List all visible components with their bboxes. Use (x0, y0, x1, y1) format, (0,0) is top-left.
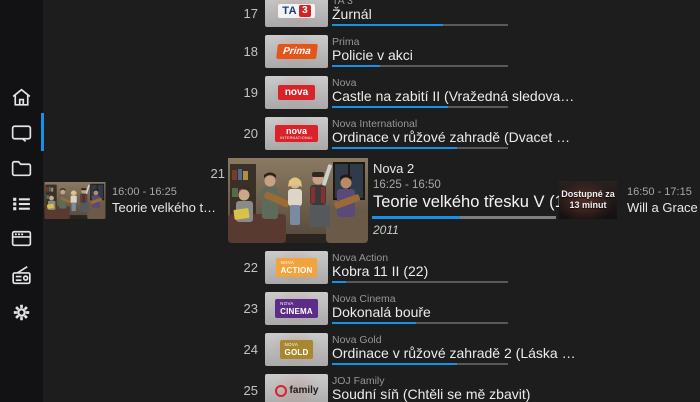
ta3-logo: TA 3 (278, 3, 315, 18)
program-title: Soudní síň (Chtěli se mě zbavit) (332, 386, 531, 402)
program-title: Kobra 11 II (22) (332, 263, 429, 279)
tv-icon (9, 120, 34, 145)
channel-row[interactable]: 17 TA 3 TA 3 Žurnál (0, 0, 700, 32)
settings-gear-icon (9, 300, 34, 325)
program-title: Dokonalá bouře (332, 304, 431, 320)
channel-number: 21 (210, 166, 225, 181)
availability-badge-line1: Dostupné za (561, 189, 615, 199)
channel-logo-thumbnail: Prima (265, 35, 328, 68)
nova-international-logo: nova INTERNATIONAL (275, 124, 318, 143)
focused-program-title: Teorie velkého třesku V (11) (373, 193, 578, 211)
previous-program-title: Teorie velkého t… (112, 200, 217, 215)
channel-row[interactable]: 25 family JOJ Family Soudní síň (Chtěli … (0, 371, 700, 402)
channel-name: Nova (332, 77, 357, 89)
progress-bar (332, 147, 508, 149)
sidebar-item-tv[interactable] (9, 120, 34, 145)
channel-name: Nova Cinema (332, 293, 396, 305)
program-title: Policie v akci (332, 47, 413, 63)
next-program-time: 16:50 - 17:15 (627, 186, 692, 198)
channel-name: JOJ Family (332, 375, 385, 387)
joj-circle-icon (274, 384, 287, 397)
sidebar-item-playlist[interactable] (9, 191, 34, 216)
availability-badge-line2: 13 minut (569, 200, 607, 210)
channel-row[interactable]: 18 Prima Prima Policie v akci (0, 32, 700, 73)
focused-progress-bar (372, 216, 556, 219)
program-title: Castle na zabití II (Vražedná sledova… (332, 88, 575, 104)
channel-name: Nova International (332, 118, 418, 130)
channel-row[interactable]: 23 NOVA CINEMA Nova Cinema Dokonalá bouře (0, 289, 700, 330)
sidebar (0, 0, 44, 402)
focused-program-year: 2011 (373, 223, 399, 237)
channel-name: TA 3 (332, 0, 353, 7)
channel-row[interactable]: 19 nova Nova Castle na zabití II (Vražed… (0, 73, 700, 114)
sidebar-item-vod[interactable] (9, 226, 34, 251)
progress-bar (332, 24, 508, 26)
channel-number: 20 (243, 126, 258, 141)
channel-number: 24 (243, 342, 258, 357)
next-program-thumbnail[interactable]: Dostupné za 13 minut (559, 181, 617, 219)
channel-logo-thumbnail: TA 3 (265, 0, 328, 27)
focused-channel-name: Nova 2 (373, 161, 415, 176)
folder-icon (9, 156, 34, 181)
previous-program-thumbnail[interactable] (44, 182, 106, 219)
focused-program-time: 16:25 - 16:50 (373, 179, 441, 191)
channel-name: Nova Gold (332, 334, 382, 346)
channel-row[interactable]: 20 nova INTERNATIONAL Nova International … (0, 114, 700, 155)
channel-number: 18 (243, 44, 258, 59)
prima-logo: Prima (275, 44, 318, 59)
channel-name: Prima (332, 36, 360, 48)
channel-logo-thumbnail: family (265, 374, 328, 402)
progress-bar (332, 322, 508, 324)
sidebar-item-settings[interactable] (9, 300, 34, 325)
channel-number: 17 (243, 6, 258, 21)
channel-logo-thumbnail: NOVA GOLD (265, 333, 328, 366)
channel-logo-thumbnail: NOVA CINEMA (265, 292, 328, 325)
channel-number: 25 (243, 383, 258, 398)
channel-logo-thumbnail: nova INTERNATIONAL (265, 117, 328, 150)
sidebar-item-radio[interactable] (9, 263, 34, 288)
channel-name: Nova Action (332, 252, 389, 264)
progress-bar (332, 106, 508, 108)
radio-icon (9, 263, 34, 288)
sidebar-item-folder[interactable] (9, 156, 34, 181)
active-section-indicator (41, 113, 44, 151)
channel-logo-thumbnail: NOVA ACTION (265, 251, 328, 284)
channel-row[interactable]: 24 NOVA GOLD Nova Gold Ordinace v růžové … (0, 330, 700, 371)
home-icon (9, 85, 34, 110)
progress-bar (332, 363, 508, 365)
joj-family-logo: family (274, 384, 318, 397)
sidebar-item-home[interactable] (9, 85, 34, 110)
nova-logo: nova (277, 85, 316, 100)
focused-program-thumbnail[interactable] (228, 158, 368, 243)
nova-action-logo: NOVA ACTION (275, 258, 318, 277)
channel-number: 23 (243, 301, 258, 316)
nova-cinema-logo: NOVA CINEMA (275, 299, 318, 318)
program-title: Žurnál (332, 6, 372, 22)
next-program-title: Will a Grace X (… (627, 200, 700, 215)
channel-logo-thumbnail: nova (265, 76, 328, 109)
previous-program-time: 16:00 - 16:25 (112, 186, 177, 198)
progress-bar (332, 281, 508, 283)
channel-number: 22 (243, 260, 258, 275)
channel-number: 19 (243, 85, 258, 100)
vod-icon (9, 226, 34, 251)
playlist-icon (9, 191, 34, 216)
program-title: Ordinace v růžové zahradě (Dvacet … (332, 129, 571, 145)
program-title: Ordinace v růžové zahradě 2 (Láska … (332, 345, 576, 361)
nova-gold-logo: NOVA GOLD (279, 340, 314, 359)
progress-bar (332, 65, 508, 67)
channel-row[interactable]: 22 NOVA ACTION Nova Action Kobra 11 II (2… (0, 248, 700, 289)
